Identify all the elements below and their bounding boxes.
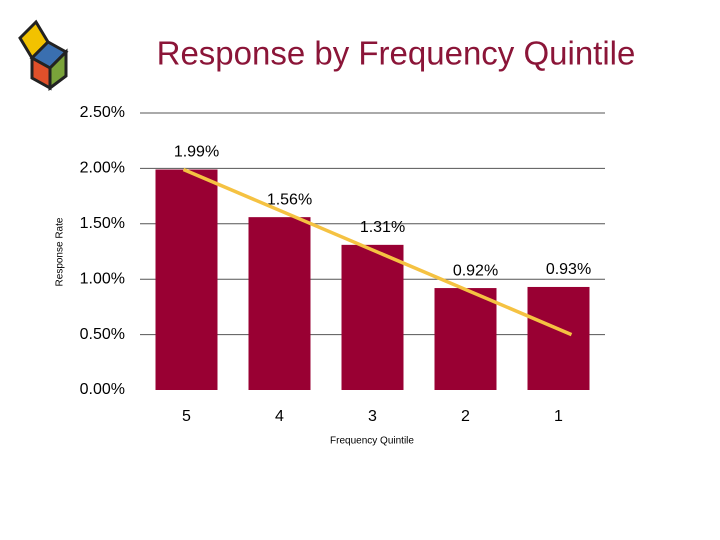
x-tick-label: 5 bbox=[182, 408, 191, 425]
x-axis-title: Frequency Quintile bbox=[330, 436, 414, 447]
value-label: 1.56% bbox=[267, 191, 312, 208]
y-tick-label: 2.50% bbox=[80, 104, 125, 121]
trend-line bbox=[182, 167, 573, 337]
y-tick-label: 1.00% bbox=[80, 270, 125, 287]
y-tick-label: 2.00% bbox=[80, 160, 125, 177]
bar bbox=[341, 244, 404, 390]
value-label: 0.93% bbox=[546, 261, 591, 278]
bar bbox=[434, 288, 497, 390]
chart-title: Response by Frequency Quintile bbox=[157, 35, 636, 72]
bar bbox=[527, 286, 590, 390]
y-tick-label: 1.50% bbox=[80, 215, 125, 232]
x-tick-label: 2 bbox=[461, 408, 470, 425]
bar bbox=[155, 169, 218, 390]
logo bbox=[18, 19, 69, 91]
value-label: 1.31% bbox=[360, 219, 405, 236]
x-tick-label: 3 bbox=[368, 408, 377, 425]
y-tick-label: 0.00% bbox=[80, 381, 125, 398]
value-label: 0.92% bbox=[453, 262, 498, 279]
y-axis-title: Response Rate bbox=[55, 217, 66, 286]
y-tick-label: 0.50% bbox=[80, 326, 125, 343]
x-tick-label: 4 bbox=[275, 408, 284, 425]
bar bbox=[248, 217, 311, 390]
value-label: 1.99% bbox=[174, 144, 219, 161]
x-tick-label: 1 bbox=[554, 408, 563, 425]
